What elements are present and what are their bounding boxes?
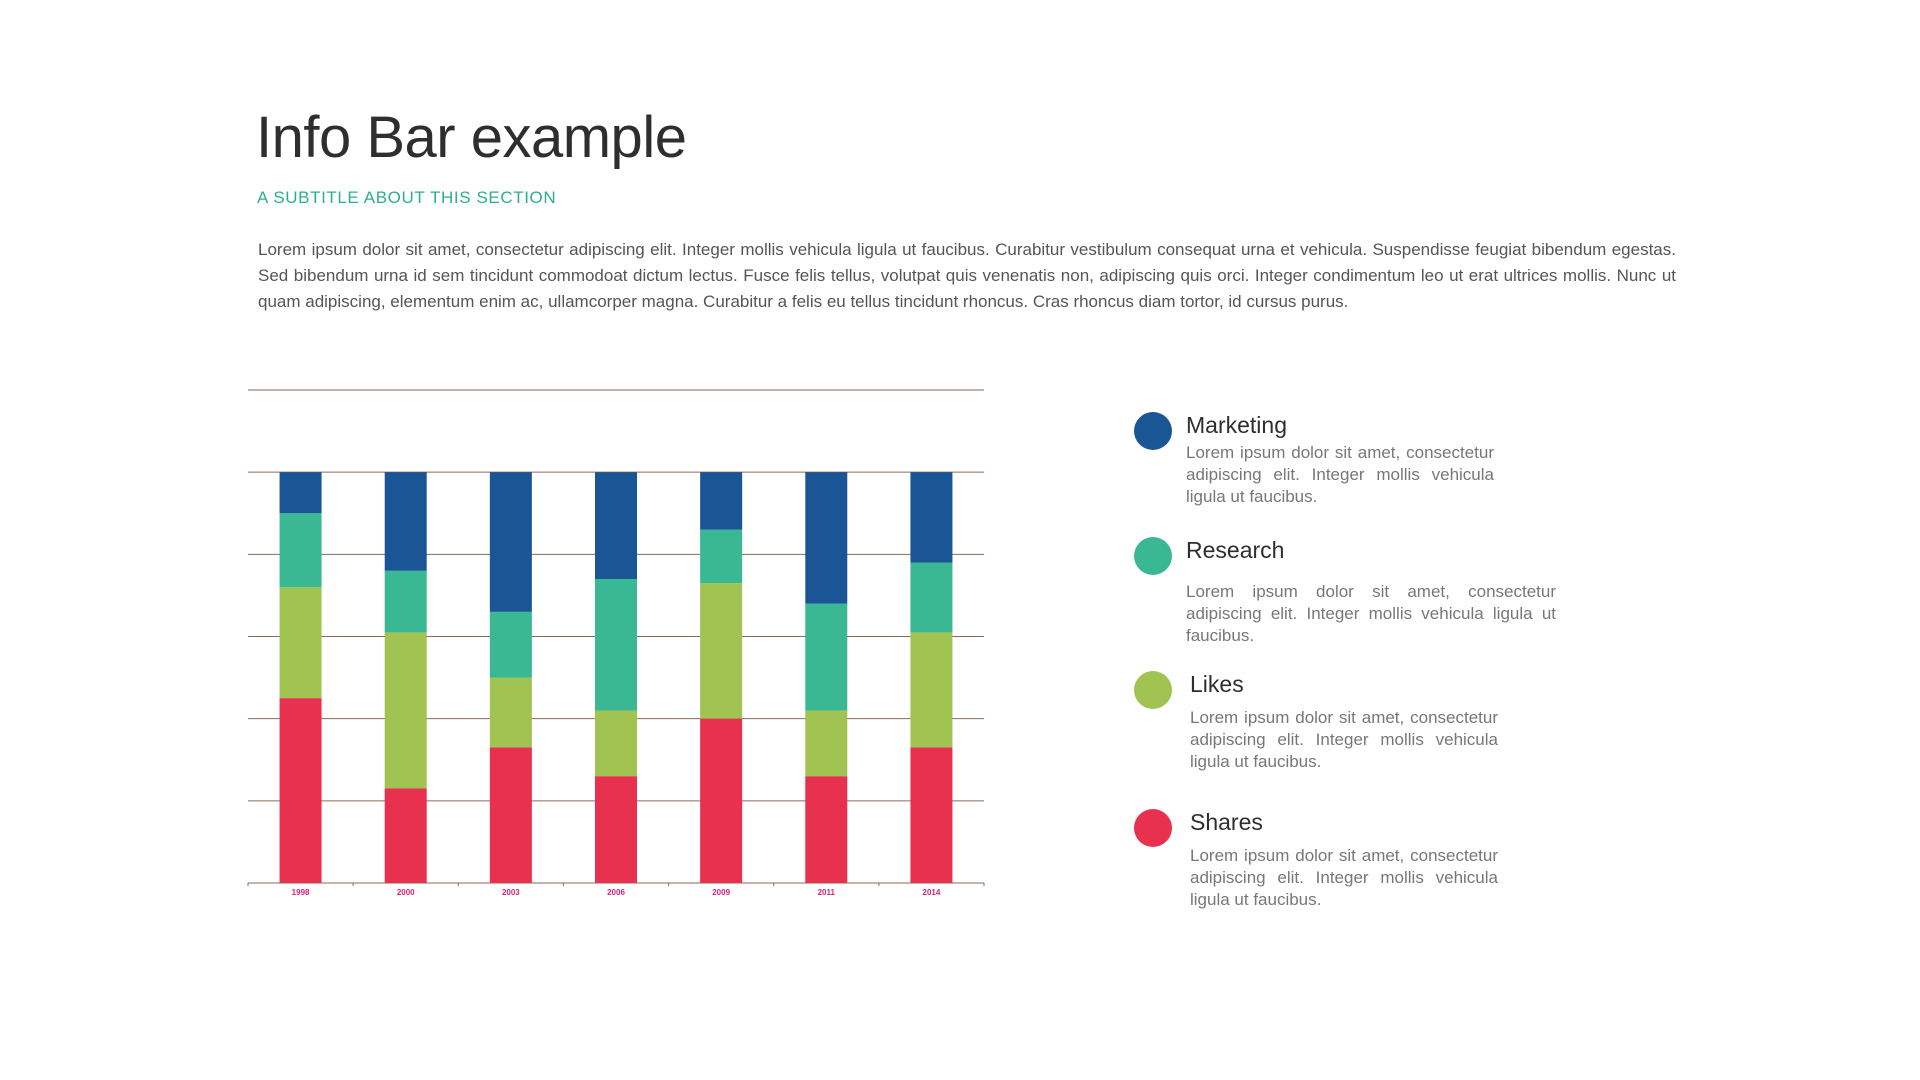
- bar-segment-research-2009: [700, 529, 743, 584]
- bar-segment-marketing-1998: [279, 472, 322, 514]
- bar-segment-likes-1998: [279, 587, 322, 699]
- bar-segment-marketing-2006: [595, 472, 637, 579]
- legend-description-marketing: Lorem ipsum dolor sit amet, consectetur …: [1186, 443, 1494, 506]
- bar-segment-likes-2003: [489, 677, 532, 748]
- bar-segment-likes-2014: [910, 632, 953, 748]
- bar-segment-likes-2009: [700, 583, 743, 719]
- bar-segment-likes-2011: [805, 710, 848, 777]
- x-tick-label: 2011: [818, 888, 836, 897]
- bar-segment-shares-2011: [805, 776, 848, 883]
- legend-dot-shares: [1134, 809, 1172, 847]
- bar-segment-research-2014: [910, 562, 953, 633]
- bar-segment-research-2000: [384, 570, 427, 633]
- legend-title-marketing: Marketing: [1186, 412, 1287, 438]
- bar-segment-shares-2003: [489, 747, 532, 883]
- bar-segment-likes-2006: [595, 710, 637, 777]
- bar-segment-research-2006: [595, 578, 637, 711]
- legend-title-likes: Likes: [1190, 671, 1244, 697]
- x-tick-label: 2014: [923, 888, 941, 897]
- x-tick-label: 2009: [712, 888, 730, 897]
- bar-segment-research-2003: [489, 611, 532, 678]
- bar-segment-marketing-2000: [384, 472, 427, 571]
- legend-dot-research: [1134, 537, 1172, 575]
- legend-title-shares: Shares: [1190, 809, 1263, 835]
- legend-dot-marketing: [1134, 412, 1172, 450]
- stacked-bar-chart: 1998 2000 2003 2006 2009 2011 2014: [247, 389, 985, 897]
- bar-segment-shares-2014: [910, 747, 953, 883]
- x-tick-label: 2000: [397, 888, 415, 897]
- bar-segment-shares-1998: [279, 698, 322, 883]
- bar-segment-marketing-2011: [805, 472, 848, 604]
- bar-segment-marketing-2009: [700, 472, 743, 530]
- legend-title-research: Research: [1186, 537, 1285, 563]
- page-title: Info Bar example: [256, 105, 687, 170]
- bar-segment-marketing-2014: [910, 472, 953, 563]
- intro-paragraph: Lorem ipsum dolor sit amet, consectetur …: [258, 240, 1676, 311]
- legend-dot-likes: [1134, 671, 1172, 709]
- legend-description-shares: Lorem ipsum dolor sit amet, consectetur …: [1190, 846, 1498, 909]
- bar-segment-research-2011: [805, 603, 848, 711]
- bar-segment-likes-2000: [384, 632, 427, 789]
- bar-segment-shares-2000: [384, 788, 427, 883]
- bar-segment-marketing-2003: [489, 472, 532, 612]
- page-subtitle: A SUBTITLE ABOUT THIS SECTION: [257, 188, 557, 207]
- bar-segment-shares-2009: [700, 718, 743, 883]
- x-tick-label: 2003: [502, 888, 520, 897]
- legend-description-research: Lorem ipsum dolor sit amet, consectetur …: [1186, 582, 1556, 645]
- bar-segment-research-1998: [279, 513, 322, 588]
- x-tick-label: 1998: [292, 888, 310, 897]
- legend-description-likes: Lorem ipsum dolor sit amet, consectetur …: [1190, 708, 1498, 771]
- bar-segment-shares-2006: [595, 776, 637, 883]
- x-tick-label: 2006: [607, 888, 625, 897]
